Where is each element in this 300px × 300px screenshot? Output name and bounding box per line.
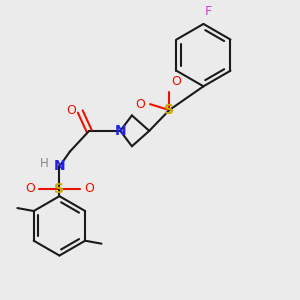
Text: F: F [205,5,212,18]
Text: H: H [40,157,49,170]
Text: S: S [164,103,174,117]
Text: O: O [136,98,146,111]
Text: O: O [84,182,94,195]
Text: O: O [171,75,181,88]
Text: O: O [25,182,35,195]
Text: O: O [66,103,76,117]
Text: N: N [115,124,126,138]
Text: S: S [54,182,64,196]
Text: N: N [54,160,65,173]
